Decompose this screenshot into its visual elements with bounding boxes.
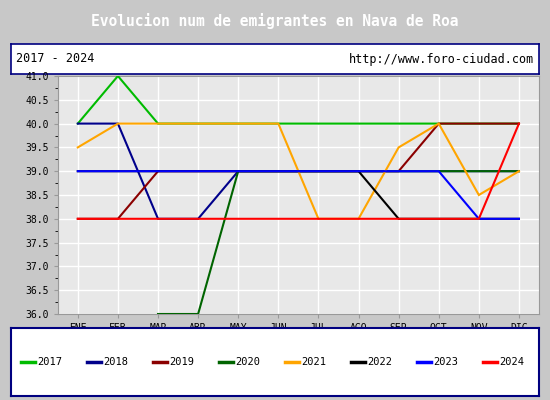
Text: 2021: 2021 (301, 357, 326, 367)
Text: 2022: 2022 (367, 357, 392, 367)
Text: 2020: 2020 (235, 357, 260, 367)
Text: 2019: 2019 (169, 357, 194, 367)
Text: 2024: 2024 (499, 357, 524, 367)
Text: http://www.foro-ciudad.com: http://www.foro-ciudad.com (349, 52, 534, 66)
Text: 2018: 2018 (103, 357, 128, 367)
Text: Evolucion num de emigrantes en Nava de Roa: Evolucion num de emigrantes en Nava de R… (91, 13, 459, 29)
Text: 2023: 2023 (433, 357, 458, 367)
Text: 2017: 2017 (37, 357, 62, 367)
Text: 2017 - 2024: 2017 - 2024 (16, 52, 95, 66)
